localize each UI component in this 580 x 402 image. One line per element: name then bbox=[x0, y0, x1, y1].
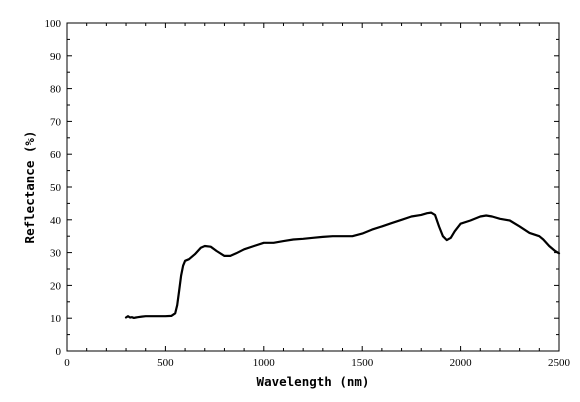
x-tick-label: 1500 bbox=[351, 357, 374, 369]
y-tick-label: 70 bbox=[50, 116, 62, 128]
x-tick-label: 0 bbox=[64, 357, 70, 369]
y-axis-title: Reflectance (%) bbox=[22, 131, 37, 244]
x-tick-label: 2000 bbox=[450, 357, 473, 369]
y-tick-label: 60 bbox=[50, 149, 62, 161]
y-tick-label: 0 bbox=[56, 346, 62, 358]
y-tick-label: 20 bbox=[50, 280, 62, 292]
x-axis: 0 500 1000 1500 2000 2500 bbox=[64, 23, 571, 369]
y-tick-label: 90 bbox=[50, 51, 62, 63]
y-tick-label: 80 bbox=[50, 84, 62, 96]
reflectance-line bbox=[124, 211, 561, 319]
x-tick-label: 1000 bbox=[253, 357, 276, 369]
series-layer bbox=[124, 211, 561, 319]
y-axis: 0 10 20 30 40 50 60 70 80 90 100 bbox=[45, 18, 559, 358]
y-tick-label: 10 bbox=[50, 313, 62, 325]
y-tick-label: 100 bbox=[45, 18, 62, 30]
plot-frame bbox=[66, 22, 560, 352]
x-axis-title: Wavelength (nm) bbox=[257, 374, 370, 389]
y-tick-label: 30 bbox=[50, 248, 62, 260]
y-tick-label: 50 bbox=[50, 182, 62, 194]
x-tick-label: 500 bbox=[157, 357, 174, 369]
x-tick-label: 2500 bbox=[548, 357, 571, 369]
y-tick-label: 40 bbox=[50, 215, 62, 227]
